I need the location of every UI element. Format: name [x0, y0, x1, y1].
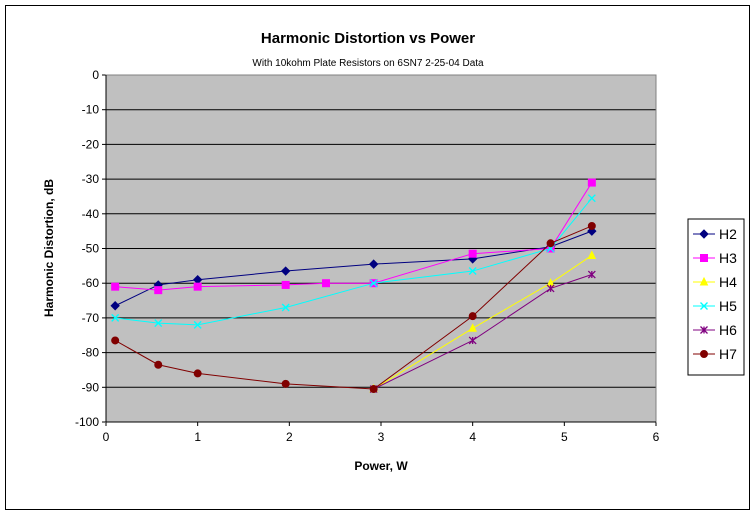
series-line-h7 — [114, 225, 593, 390]
x-tick-label: 0 — [103, 430, 110, 444]
data-point — [587, 270, 596, 279]
data-point — [368, 259, 379, 269]
legend-item-h5: H5 — [693, 298, 737, 314]
series-layer — [110, 178, 597, 394]
data-point — [281, 379, 290, 388]
chart-title: Harmonic Distortion vs Power — [261, 30, 475, 47]
y-tick-label: -80 — [82, 346, 100, 360]
y-tick-label: -100 — [75, 415, 99, 429]
x-tick-label: 3 — [378, 430, 385, 444]
data-point — [546, 284, 555, 293]
y-tick-label: -70 — [82, 311, 100, 325]
axes — [102, 74, 657, 426]
legend-marker — [700, 302, 708, 310]
y-axis-title: Harmonic Distortion, dB — [42, 179, 56, 317]
series-h3 — [111, 178, 596, 295]
legend-item-h7: H7 — [693, 346, 737, 362]
data-point — [369, 385, 378, 394]
legend: H2 H3 H4 H5 H6 H7 — [687, 218, 745, 376]
data-point — [154, 360, 163, 369]
legend-label: H2 — [719, 226, 737, 242]
x-tick-label: 5 — [561, 430, 568, 444]
data-point — [546, 239, 555, 248]
legend-label: H4 — [719, 274, 737, 290]
legend-item-h6: H6 — [693, 322, 737, 338]
data-point — [468, 267, 477, 276]
data-point — [193, 369, 202, 378]
y-tick-label: -20 — [82, 137, 100, 151]
legend-marker — [699, 276, 709, 286]
y-tick-label: -90 — [82, 380, 100, 394]
x-tick-label: 4 — [469, 430, 476, 444]
data-point — [281, 280, 290, 289]
series-h7 — [111, 221, 596, 394]
legend-item-h3: H3 — [693, 250, 737, 266]
x-tick-label: 2 — [286, 430, 293, 444]
data-point — [111, 282, 120, 291]
data-point — [587, 194, 596, 203]
data-point — [587, 250, 597, 259]
data-point — [154, 319, 163, 328]
data-point — [369, 279, 378, 288]
legend-item-h2: H2 — [693, 226, 737, 242]
y-tick-label: 0 — [92, 68, 99, 82]
legend-box — [687, 218, 745, 376]
series-h6 — [369, 270, 596, 393]
series-line-h5 — [115, 197, 593, 326]
y-tick-label: -10 — [82, 103, 100, 117]
series-line-h6 — [373, 274, 592, 390]
legend-label: H3 — [719, 250, 737, 266]
data-point — [280, 266, 291, 276]
x-tick-labels: 0 1 2 3 4 5 6 — [103, 430, 660, 444]
series-h5 — [111, 194, 596, 329]
series-line-h4 — [373, 255, 593, 390]
data-point — [468, 249, 477, 258]
data-point — [281, 303, 290, 312]
series-line-h2 — [114, 230, 593, 307]
chart-subtitle: With 10kohm Plate Resistors on 6SN7 2-25… — [252, 58, 484, 69]
data-point — [322, 279, 330, 288]
legend-marker — [700, 326, 708, 334]
legend-marker — [700, 350, 708, 358]
y-tick-label: -30 — [82, 172, 100, 186]
x-axis-title: Power, W — [354, 459, 408, 473]
data-point — [111, 313, 120, 322]
data-point — [468, 312, 477, 321]
legend-label: H6 — [719, 322, 737, 338]
data-point — [193, 320, 202, 329]
data-point — [587, 221, 596, 230]
data-point — [193, 282, 202, 291]
y-tick-label: -40 — [82, 207, 100, 221]
y-tick-label: -60 — [82, 276, 100, 290]
legend-label: H5 — [719, 298, 737, 314]
data-point — [468, 336, 477, 345]
y-tick-labels: 0 -10 -20 -30 -40 -50 -60 -70 -80 -90 -100 — [75, 68, 99, 429]
data-point — [110, 301, 120, 311]
x-tick-label: 6 — [653, 430, 660, 444]
data-point — [154, 286, 163, 295]
legend-marker — [699, 229, 709, 239]
data-point — [111, 336, 120, 345]
x-tick-label: 1 — [194, 430, 201, 444]
data-point — [468, 323, 477, 332]
y-tick-label: -50 — [82, 242, 100, 256]
data-point — [587, 178, 596, 187]
legend-marker — [700, 254, 708, 262]
legend-label: H7 — [719, 346, 737, 362]
legend-item-h4: H4 — [693, 274, 737, 290]
